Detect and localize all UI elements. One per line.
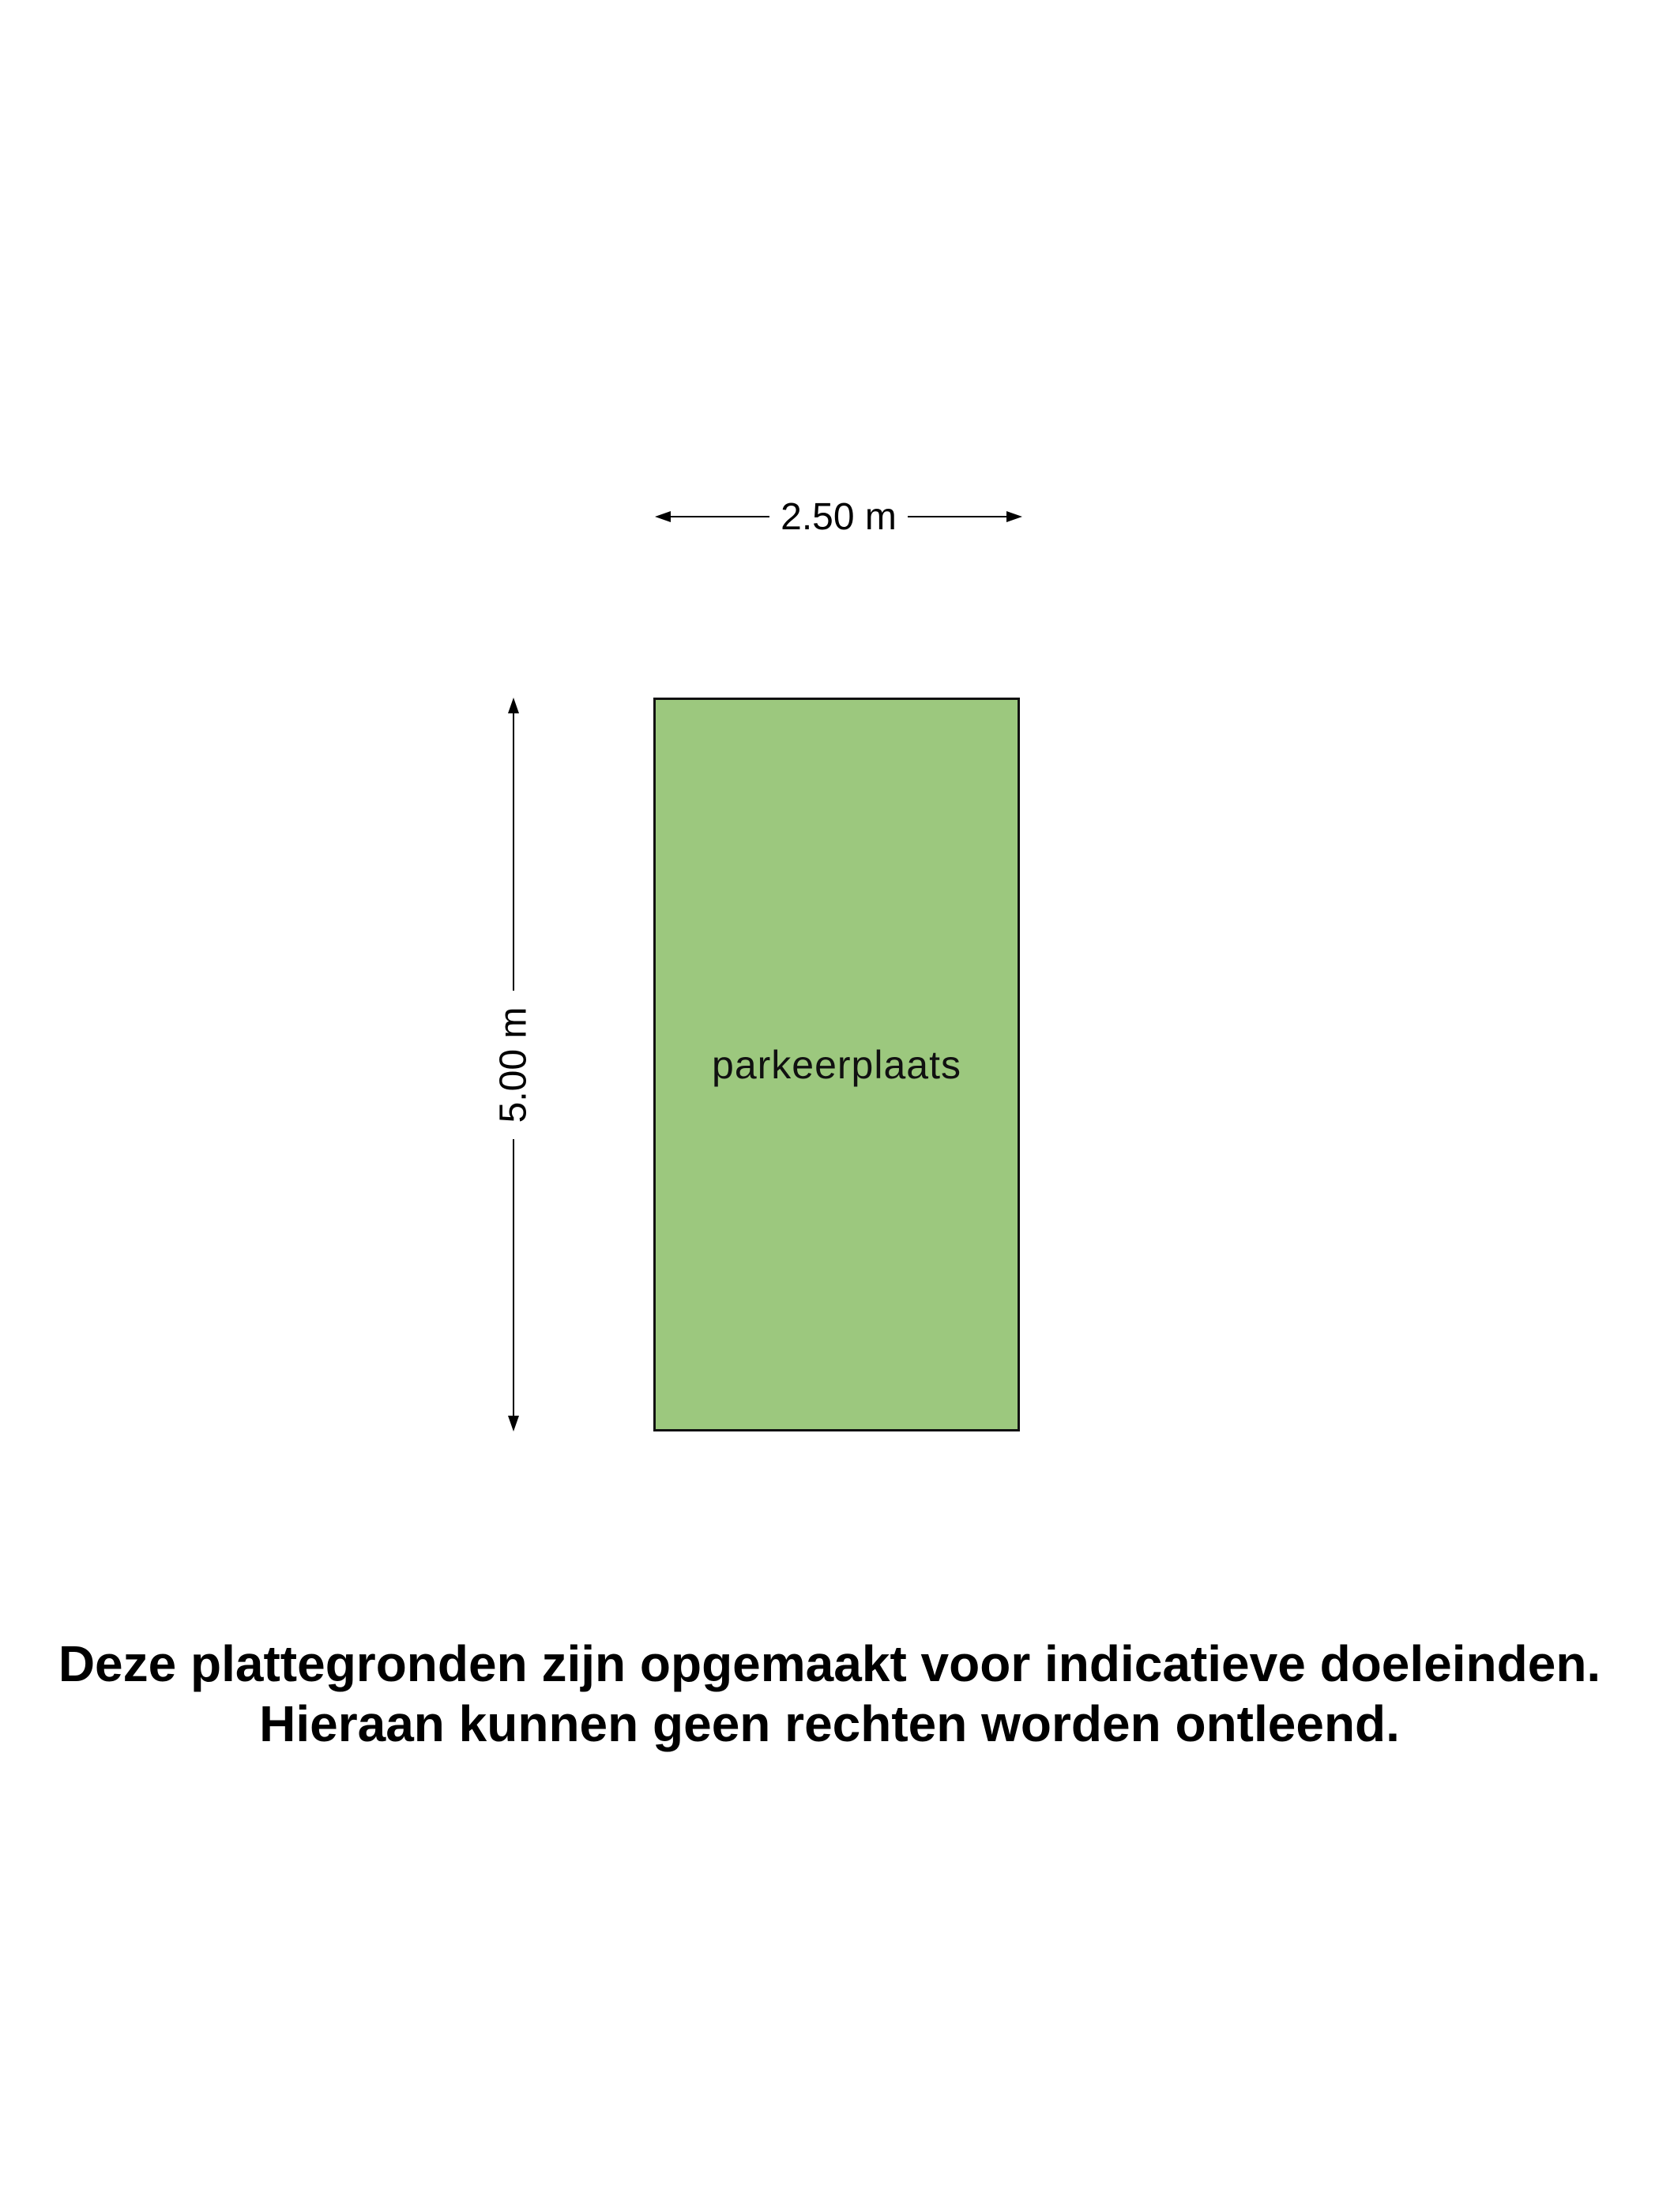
disclaimer-line-2: Hieraan kunnen geen rechten worden ontle…	[259, 1695, 1400, 1752]
height-dimension-label: 5.00 m	[492, 1006, 535, 1123]
dimension-line	[513, 713, 514, 991]
arrow-right-icon	[1006, 511, 1022, 522]
width-dimension-label: 2.50 m	[781, 495, 897, 538]
parking-space-room: parkeerplaats	[653, 698, 1020, 1431]
arrow-down-icon	[508, 1416, 519, 1431]
height-dimension-label-area: 5.00 m	[491, 991, 536, 1139]
dimension-line	[907, 516, 1006, 517]
height-dimension: 5.00 m	[491, 698, 536, 1431]
disclaimer-text: Deze plattegronden zijn opgemaakt voor i…	[0, 1634, 1659, 1754]
arrow-up-icon	[508, 698, 519, 713]
width-dimension: 2.50 m	[655, 493, 1022, 540]
disclaimer-line-1: Deze plattegronden zijn opgemaakt voor i…	[58, 1635, 1601, 1692]
arrow-left-icon	[655, 511, 671, 522]
dimension-line	[671, 516, 770, 517]
room-label: parkeerplaats	[712, 1042, 961, 1087]
dimension-line	[513, 1138, 514, 1416]
